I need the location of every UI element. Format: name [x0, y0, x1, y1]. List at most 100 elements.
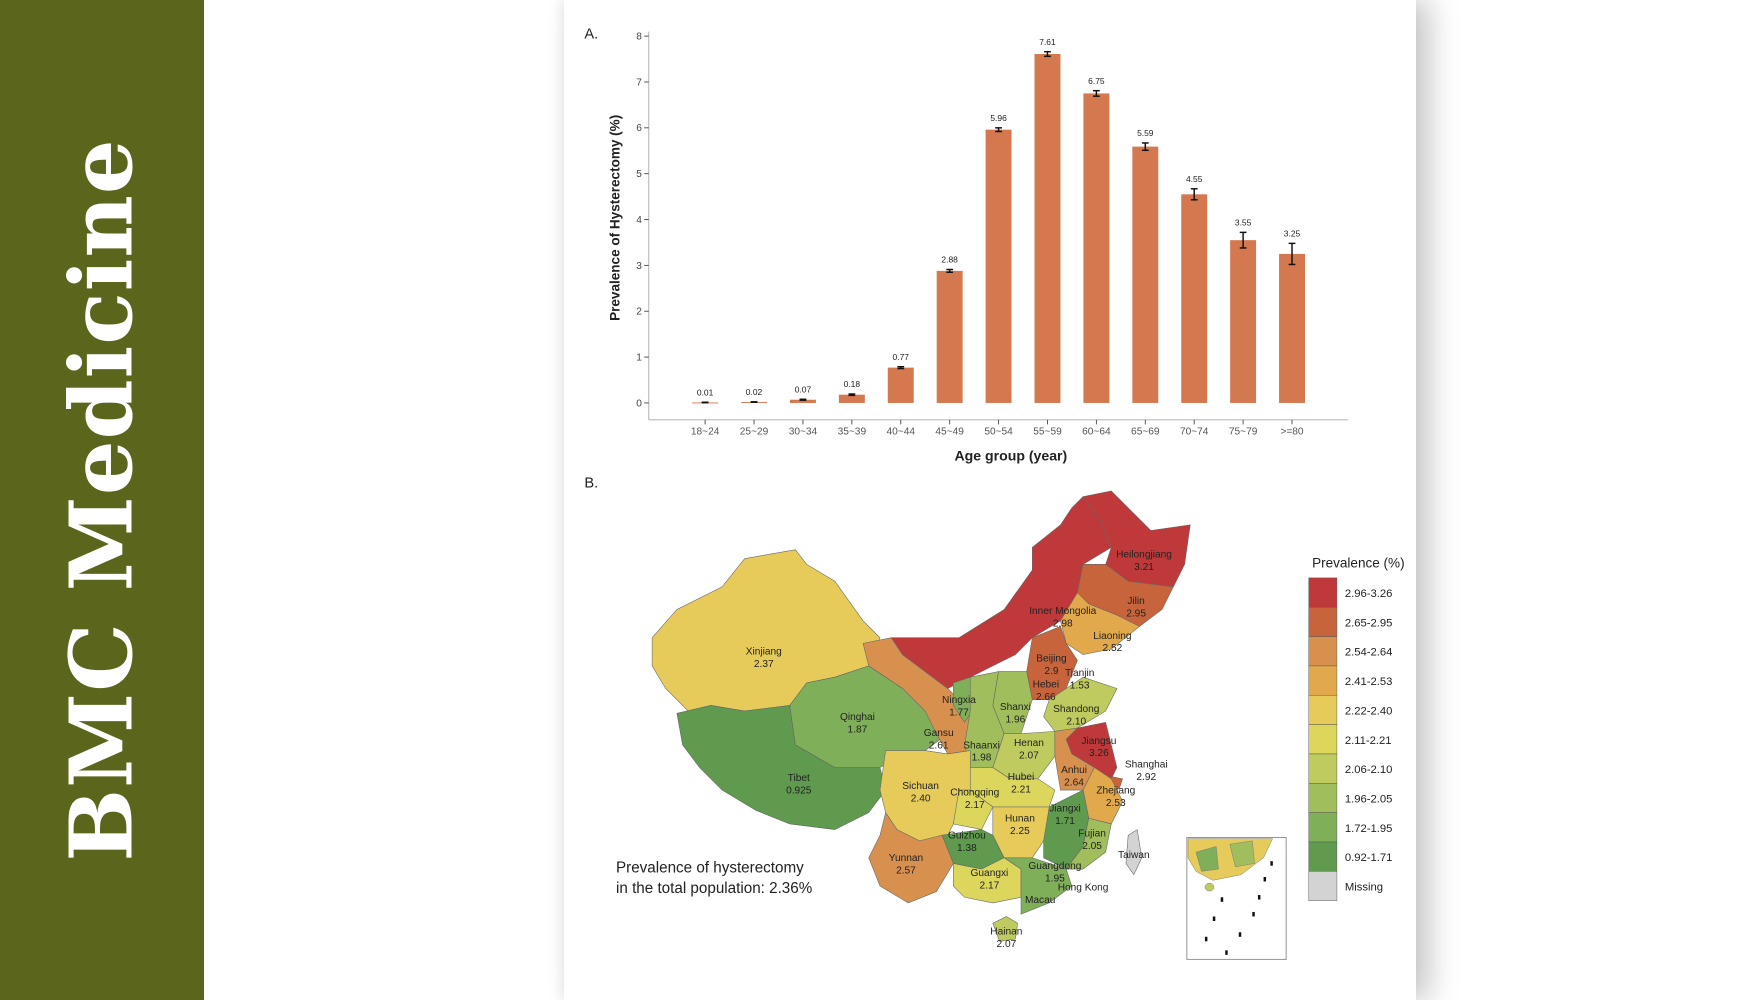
region-label-ningxia: Ningxia: [942, 695, 976, 706]
region-value-zhejiang: 2.53: [1106, 798, 1126, 809]
region-chongqing: [953, 789, 994, 830]
region-label-hubei: Hubei: [1008, 772, 1034, 783]
region-label-guizhou: Guizhou: [948, 831, 986, 842]
bar: [838, 394, 865, 403]
region-value-jiangxi: 1.71: [1055, 816, 1075, 827]
region-value-guangdong: 1.95: [1045, 873, 1065, 884]
legend-label: 2.96-3.26: [1345, 588, 1393, 600]
region-value-inner-mongolia: 2.98: [1053, 618, 1073, 629]
y-tick-label: 5: [636, 169, 642, 180]
region-value-tianjin: 1.53: [1070, 680, 1090, 691]
panel-b-label: B.: [584, 476, 598, 492]
data-label: 0.02: [746, 387, 763, 397]
region-value-hebei: 2.66: [1036, 692, 1056, 703]
region-label-guangxi: Guangxi: [971, 868, 1009, 879]
legend-label: 1.72-1.95: [1345, 823, 1393, 835]
region-hainan: [992, 916, 1018, 942]
region-value-jilin: 2.95: [1126, 608, 1146, 619]
region-yunnan: [868, 811, 954, 904]
x-tick-label: 45~49: [935, 427, 964, 438]
data-label: 0.77: [893, 352, 910, 362]
region-value-hunan: 2.25: [1010, 826, 1030, 837]
region-label-yunnan: Yunnan: [889, 853, 923, 864]
region-label-heilongjiang: Heilongjiang: [1116, 550, 1172, 561]
bar: [789, 399, 816, 403]
region-value-xinjiang: 2.37: [754, 659, 774, 670]
legend-label: 2.06-2.10: [1345, 764, 1393, 776]
legend-swatch: [1308, 753, 1338, 784]
legend-label: Missing: [1345, 882, 1383, 894]
region-value-henan: 2.07: [1019, 750, 1039, 761]
region-value-anhui: 2.64: [1064, 778, 1084, 789]
y-tick-label: 1: [636, 352, 642, 363]
region-label-guangdong: Guangdong: [1028, 861, 1081, 872]
legend-label: 2.22-2.40: [1345, 705, 1393, 717]
region-value-chongqing: 2.17: [965, 800, 985, 811]
data-label: 0.18: [844, 379, 861, 389]
inset-island-mark: [1270, 861, 1273, 866]
x-axis-title: Age group (year): [955, 447, 1068, 463]
region-shandong: [1043, 676, 1118, 732]
legend-swatch: [1308, 871, 1338, 901]
legend-swatch: [1308, 695, 1338, 725]
region-label-macau: Macau: [1025, 895, 1055, 906]
y-tick-label: 3: [636, 261, 642, 272]
y-tick-label: 2: [636, 307, 642, 318]
region-label-henan: Henan: [1014, 738, 1044, 749]
region-value-shanxi: 1.96: [1006, 714, 1026, 725]
region-value-tibet: 0.925: [786, 785, 812, 796]
inset-island-mark: [1204, 936, 1208, 942]
region-value-ningxia: 1.77: [949, 708, 969, 719]
brand-panel: BMC Medicine: [0, 0, 204, 1000]
data-label: 3.25: [1284, 229, 1301, 239]
region-label-jiangxi: Jiangxi: [1049, 804, 1081, 815]
x-tick-label: 70~74: [1180, 427, 1209, 438]
x-tick-label: 30~34: [789, 427, 818, 438]
region-label-shandong: Shandong: [1053, 704, 1099, 715]
x-tick-label: 25~29: [740, 427, 769, 438]
inset-island-mark: [1257, 895, 1261, 900]
bar: [985, 129, 1012, 403]
region-label-inner-mongolia: Inner Mongolia: [1029, 606, 1096, 617]
y-axis-title: Prevalence of Hysterectomy (%): [607, 115, 622, 321]
region-value-hubei: 2.21: [1011, 784, 1031, 795]
legend-label: 0.92-1.71: [1345, 852, 1393, 864]
inset-island-mark: [1225, 950, 1228, 955]
region-value-hainan: 2.07: [996, 939, 1016, 950]
bar: [1034, 53, 1061, 403]
region-label-hebei: Hebei: [1033, 679, 1059, 690]
region-value-shaanxi: 1.98: [972, 753, 992, 764]
legend-swatch: [1308, 783, 1338, 813]
region-label-sichuan: Sichuan: [902, 781, 939, 792]
region-value-guangxi: 2.17: [980, 880, 1000, 891]
legend-label: 2.41-2.53: [1345, 676, 1393, 688]
region-label-shanghai: Shanghai: [1125, 759, 1168, 770]
region-label-shaanxi: Shaanxi: [963, 740, 1000, 751]
inset-region: [1229, 840, 1255, 868]
inset-island-mark: [1263, 876, 1267, 882]
region-label-hong-kong: Hong Kong: [1058, 883, 1109, 894]
y-tick-label: 4: [636, 215, 642, 226]
data-label: 2.88: [941, 255, 958, 265]
region-value-liaoning: 2.52: [1103, 643, 1123, 654]
legend-swatch: [1308, 724, 1338, 755]
x-tick-label: 50~54: [984, 427, 1013, 438]
south-china-sea-inset: [1186, 837, 1287, 960]
region-value-qinghai: 1.87: [848, 725, 868, 736]
bar: [1279, 253, 1305, 403]
inset-region: [1195, 846, 1219, 872]
legend-title: Prevalence (%): [1312, 556, 1404, 571]
region-tibet: [676, 705, 886, 830]
region-value-jiangsu: 3.26: [1089, 748, 1109, 759]
data-label: 5.59: [1137, 128, 1154, 138]
legend-label: 2.11-2.21: [1345, 735, 1392, 747]
legend-swatch: [1308, 665, 1338, 696]
region-label-tianjin: Tianjin: [1065, 668, 1094, 679]
region-value-sichuan: 2.40: [911, 793, 931, 804]
inset-island-mark: [1238, 932, 1242, 937]
legend-swatch: [1308, 636, 1338, 667]
region-label-liaoning: Liaoning: [1093, 631, 1131, 642]
note-line-2: in the total population: 2.36%: [616, 880, 812, 897]
region-label-beijing: Beijing: [1036, 653, 1066, 664]
